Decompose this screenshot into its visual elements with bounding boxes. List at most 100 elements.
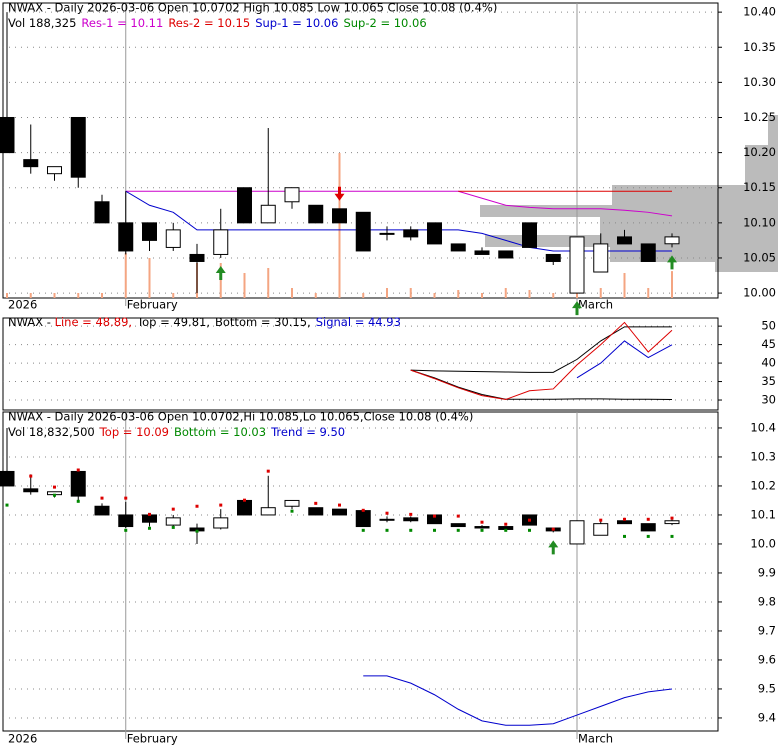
candle-body: [47, 166, 62, 175]
candle-body: [498, 250, 514, 259]
y-tick-label: 45: [761, 337, 776, 351]
candle-body: [664, 520, 680, 525]
y-tick-label: 10.25: [743, 110, 776, 124]
y-tick-label: 10.3: [750, 449, 776, 463]
volume-bar: [124, 253, 127, 298]
volume-bar: [314, 293, 317, 298]
top-dot: [171, 507, 175, 511]
info-item: Bottom = 30.15,: [215, 315, 311, 329]
candle-body: [142, 514, 157, 523]
panel-header: NWAX - Daily 2026-03-06 Open 10.0702 Hig…: [8, 1, 497, 15]
bottom-dot: [385, 528, 389, 532]
indicator-line: [576, 340, 673, 379]
bottom-dot: [480, 528, 484, 532]
y-tick-label: 9.8: [758, 594, 776, 608]
x-tick-label: March: [578, 298, 613, 312]
volume-bar: [77, 293, 80, 298]
panel-header: NWAX - Daily 2026-03-06 Open 10.0702,Hi …: [8, 410, 473, 424]
info-item: Res-2 = 10.15: [168, 16, 250, 30]
info-item: Sup-1 = 10.06: [255, 16, 338, 30]
y-tick-label: 9.5: [758, 681, 776, 695]
buy-signal: [572, 301, 582, 316]
candle-body: [379, 518, 395, 521]
candle-body: [189, 253, 205, 262]
candle-body: [94, 201, 110, 224]
candle-body: [379, 232, 395, 235]
info-item: Line = 48.89,: [55, 315, 133, 329]
candle-body: [237, 187, 252, 224]
candle-body: [284, 187, 300, 203]
candle-body: [640, 523, 656, 532]
volume-bar: [504, 288, 507, 298]
candle-body: [118, 514, 134, 528]
top-dot: [361, 508, 365, 512]
y-tick-label: 10.2: [750, 478, 776, 492]
x-tick-label: 2026: [8, 732, 37, 745]
bottom-dot: [5, 503, 9, 507]
top-dot: [243, 498, 246, 502]
candle-body: [0, 116, 15, 154]
volume-bar: [671, 271, 673, 298]
candle-body: [640, 243, 656, 262]
top-dot: [53, 485, 56, 489]
candle-body: [617, 520, 632, 525]
candle-body: [474, 526, 490, 529]
top-dot: [504, 522, 508, 526]
y-tick-label: 50: [761, 319, 776, 333]
top-dot: [528, 518, 531, 522]
y-tick-label: 9.6: [758, 652, 776, 666]
info-item: Bottom = 10.03: [174, 425, 266, 439]
candle-body: [617, 236, 632, 245]
candle-body: [237, 499, 252, 516]
y-tick-label: 10.15: [743, 180, 776, 194]
y-tick-label: 9.4: [758, 710, 776, 724]
top-dot: [599, 518, 603, 522]
volume-bar: [623, 273, 626, 298]
volume-bar: [481, 293, 483, 298]
candle-body: [260, 507, 276, 516]
info-item: Top = 49.81,: [136, 315, 210, 329]
candle-body: [142, 222, 157, 241]
top-dot: [124, 496, 128, 500]
candle-body: [427, 222, 442, 245]
volume-profile: [480, 115, 778, 272]
top-dot: [433, 514, 436, 518]
candle-body: [450, 523, 466, 528]
candle-body: [165, 229, 181, 248]
volume-bar: [599, 288, 602, 298]
y-tick-label: 10.05: [743, 250, 776, 264]
x-tick-label: 2026: [8, 298, 37, 312]
info-item: Res-1 = 10.11: [81, 16, 163, 30]
volume-bar: [6, 293, 8, 298]
bottom-dot: [53, 493, 56, 497]
y-tick-label: 10.1: [750, 507, 776, 521]
bottom-dot: [195, 529, 199, 533]
top-dot: [670, 516, 674, 520]
top-dot: [551, 527, 555, 531]
bottom-dot: [456, 528, 460, 532]
top-dot: [195, 504, 199, 508]
info-item: Vol 188,325: [8, 16, 76, 30]
bottom-dot: [670, 534, 674, 538]
top-dot: [480, 520, 484, 524]
y-tick-label: 40: [761, 356, 776, 370]
volume-bar: [433, 293, 436, 298]
bottom-dot: [409, 528, 413, 532]
y-tick-label: 10.40: [743, 5, 776, 19]
y-tick-label: 35: [761, 374, 776, 388]
volume-bar: [409, 288, 412, 298]
volume-bar: [101, 293, 103, 298]
candle-body: [332, 508, 347, 516]
top-dot: [266, 469, 270, 473]
volume-bar: [338, 153, 341, 298]
candle-body: [308, 204, 324, 224]
indicator-line: [125, 190, 673, 217]
candle-body: [355, 211, 371, 252]
panel-info: Vol 188,325 Res-1 = 10.11 Res-2 = 10.15 Sup…: [8, 16, 427, 30]
panel-frame: [2, 317, 719, 411]
volume-bar: [243, 273, 246, 298]
info-item: Signal = 44.93: [316, 315, 401, 329]
bottom-dot: [623, 534, 626, 538]
indicator-line: [410, 321, 673, 400]
